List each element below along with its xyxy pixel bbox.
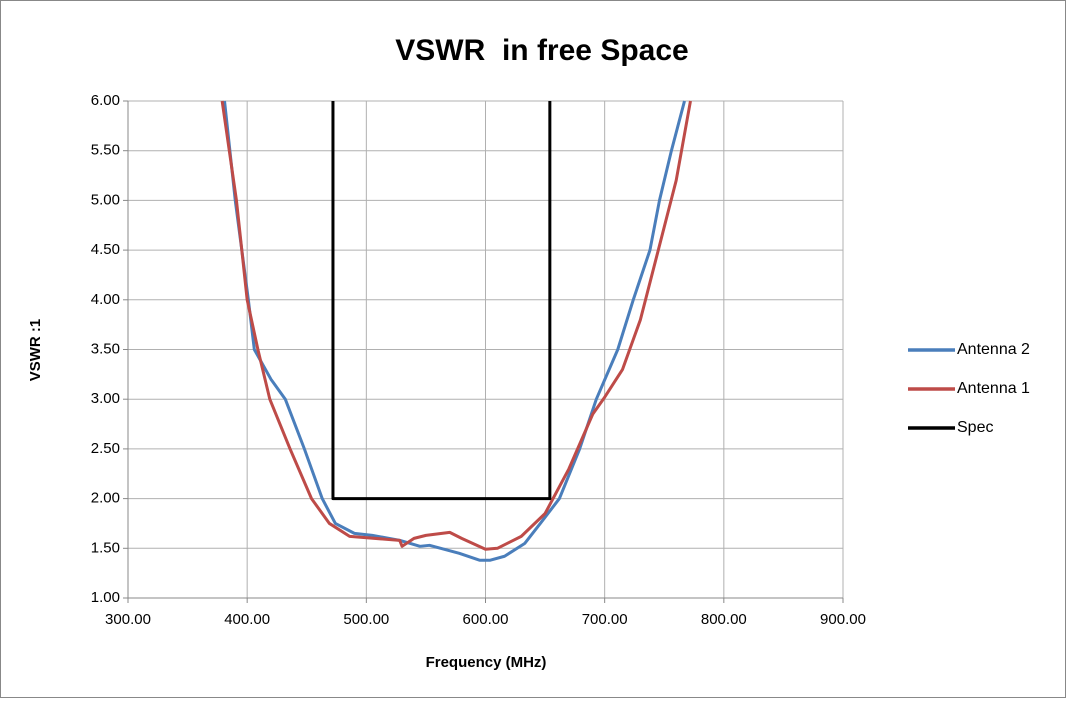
x-tick-label: 400.00 (224, 611, 270, 628)
y-tick-label: 6.00 (91, 92, 120, 109)
chart-title: VSWR in free Space (395, 34, 688, 67)
series-line (220, 100, 692, 551)
y-tick-label: 1.50 (91, 539, 120, 556)
x-tick-label: 600.00 (463, 611, 509, 628)
y-tick-label: 3.00 (91, 390, 120, 407)
y-tick-label: 2.50 (91, 440, 120, 457)
y-tick-label: 5.00 (91, 191, 120, 208)
legend-label: Spec (957, 419, 993, 436)
x-tick-label: 900.00 (820, 611, 866, 628)
y-tick-label: 5.50 (91, 142, 120, 159)
y-tick-label: 1.00 (91, 589, 120, 606)
legend-label: Antenna 2 (957, 341, 1030, 358)
x-tick-label: 300.00 (105, 611, 151, 628)
y-tick-label: 4.00 (91, 291, 120, 308)
y-tick-label: 4.50 (91, 241, 120, 258)
series-line (331, 101, 552, 501)
y-tick-label: 3.50 (91, 340, 120, 357)
series-line (223, 100, 686, 562)
legend-label: Antenna 1 (957, 380, 1030, 397)
x-tick-label: 800.00 (701, 611, 747, 628)
x-axis-title: Frequency (MHz) (426, 654, 547, 671)
x-tick-label: 700.00 (582, 611, 628, 628)
y-tick-label: 2.00 (91, 490, 120, 507)
x-tick-label: 500.00 (343, 611, 389, 628)
y-axis-title: VSWR :1 (27, 319, 44, 382)
